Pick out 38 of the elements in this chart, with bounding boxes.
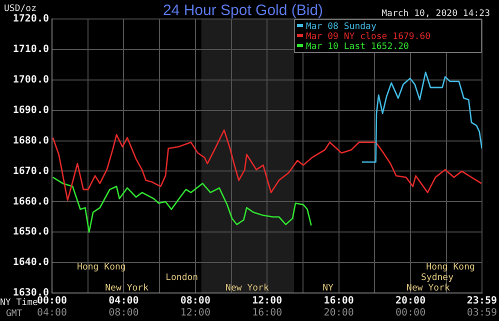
x2-tick-label: 08:00 bbox=[108, 308, 139, 319]
x-tick-label: 04:00 bbox=[108, 296, 139, 307]
y-tick-label: 1720.0 bbox=[12, 14, 49, 25]
y-tick-label: 1710.0 bbox=[12, 44, 49, 56]
x2-tick-label: 20:00 bbox=[324, 308, 354, 319]
y-tick-label: 1700.0 bbox=[12, 74, 49, 86]
x2-tick-label: 00:00 bbox=[395, 308, 426, 319]
x-tick-label: 08:00 bbox=[180, 296, 210, 307]
x-tick-label: 16:00 bbox=[324, 296, 354, 307]
y-tick-label: 1650.0 bbox=[12, 226, 49, 238]
legend-label: Mar 08 Sunday bbox=[306, 22, 377, 32]
y-tick-label: 1670.0 bbox=[12, 166, 49, 177]
y-axis-title: USD/oz bbox=[4, 4, 37, 14]
annotation: New York bbox=[226, 283, 270, 294]
x2-tick-label: 16:00 bbox=[252, 308, 282, 319]
y-tick-label: 1690.0 bbox=[12, 104, 49, 116]
chart-subtitle: March 10, 2020 14:23 bbox=[382, 9, 490, 19]
annotation: Hong Kong bbox=[426, 262, 475, 272]
y-tick-label: 1640.0 bbox=[12, 257, 49, 268]
x2-axis-title: GMT bbox=[6, 309, 23, 319]
x2-tick-label: 04:00 bbox=[36, 308, 68, 319]
x2-tick-label: 12:00 bbox=[180, 308, 210, 319]
x2-tick-label: 03:59 bbox=[466, 308, 498, 319]
x-tick-label: 23:59 bbox=[466, 296, 498, 307]
y-tick-label: 1680.0 bbox=[12, 135, 49, 146]
chart-title: 24 Hour Spot Gold (Bid) bbox=[162, 2, 324, 19]
annotation: New York bbox=[406, 283, 450, 294]
x-tick-label: 20:00 bbox=[395, 296, 426, 307]
annotation: Sydney bbox=[420, 272, 454, 283]
annotation: London bbox=[166, 272, 198, 283]
y-tick-label: 1660.0 bbox=[12, 196, 49, 208]
annotation: New York bbox=[105, 283, 150, 294]
annotation: NY bbox=[322, 283, 334, 294]
annotation: Hong Kong bbox=[77, 262, 126, 272]
legend-label: Mar 10 Last 1652.20 bbox=[306, 42, 409, 52]
legend-label: Mar 09 NY close 1679.60 bbox=[306, 32, 431, 42]
x-tick-label: 12:00 bbox=[252, 296, 282, 307]
x-axis-title: NY Time bbox=[0, 298, 38, 308]
